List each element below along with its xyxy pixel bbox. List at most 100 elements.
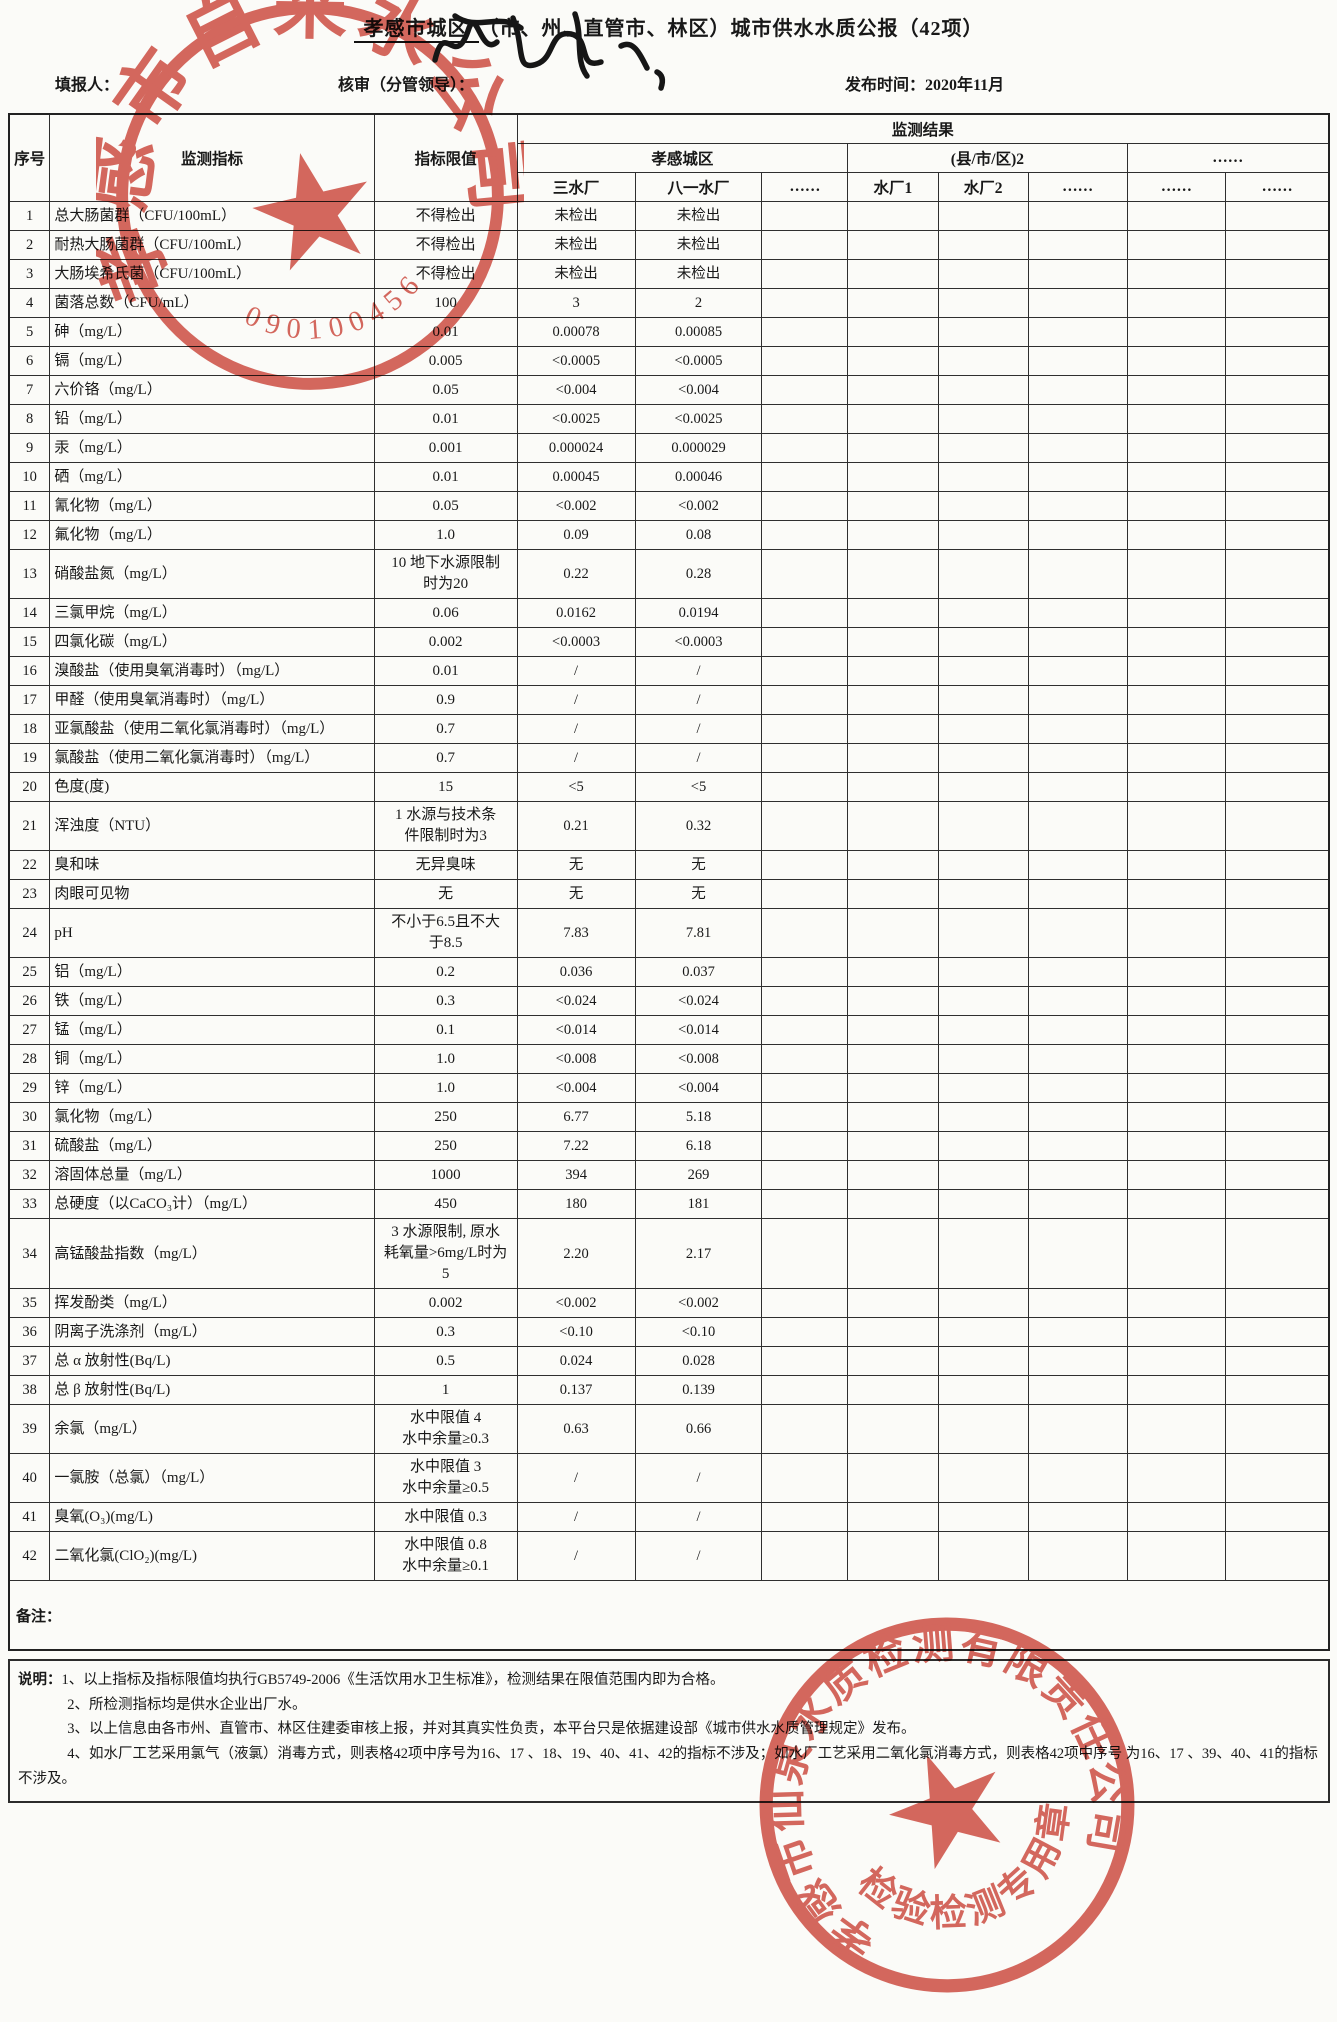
value-cell: [937, 1346, 1029, 1376]
header-cell: 指标限值: [373, 113, 518, 202]
serial-cell: 2: [8, 230, 51, 260]
value-cell: 0.037: [634, 957, 763, 987]
serial-cell: 3: [8, 259, 51, 289]
value-cell: 未检出: [516, 230, 636, 260]
value-cell: 269: [634, 1160, 763, 1190]
indicator-cell: 菌落总数（CFU/mL）: [49, 288, 375, 318]
value-cell: /: [634, 656, 763, 686]
value-cell: 0.66: [634, 1404, 763, 1454]
table-row: 22 臭和味 无异臭味无无: [8, 850, 1330, 880]
limit-cell: 0.7: [373, 714, 518, 744]
serial-cell: 26: [8, 986, 51, 1016]
value-cell: [1027, 201, 1128, 231]
table-row: 39 余氯（mg/L） 水中限值 4 水中余量≥0.3 0.63 0.66: [8, 1404, 1330, 1454]
value-cell: [937, 1404, 1029, 1454]
value-cell: [1126, 404, 1227, 434]
value-cell: [847, 1015, 939, 1045]
value-cell: 6.77: [516, 1102, 636, 1132]
value-cell: <0.004: [516, 1073, 636, 1103]
plant-header-cell: 三水厂: [516, 172, 636, 202]
value-cell: [847, 957, 939, 987]
value-cell: <0.014: [516, 1015, 636, 1045]
serial-cell: 18: [8, 714, 51, 744]
serial-cell: 27: [8, 1015, 51, 1045]
serial-cell: 1: [8, 201, 51, 231]
value-cell: [1027, 1404, 1128, 1454]
value-cell: [1027, 549, 1128, 599]
limit-cell: 无: [373, 879, 518, 909]
value-cell: 无: [516, 879, 636, 909]
value-cell: [847, 1502, 939, 1532]
value-cell: [1225, 743, 1330, 773]
serial-cell: 10: [8, 462, 51, 492]
value-cell: /: [634, 1502, 763, 1532]
value-cell: [1027, 520, 1128, 550]
indicator-cell: pH: [49, 908, 375, 958]
serial-cell: 33: [8, 1189, 51, 1219]
table-row: 31 硫酸盐（mg/L） 250 7.22 6.18: [8, 1131, 1330, 1161]
value-cell: [761, 1131, 849, 1161]
table-row: 20 色度(度) 15 <5 <5: [8, 772, 1330, 802]
limit-cell: 0.002: [373, 627, 518, 657]
serial-cell: 9: [8, 433, 51, 463]
value-cell: [847, 346, 939, 376]
limit-cell: 1 水源与技术条 件限制时为3: [373, 801, 518, 851]
value-cell: [937, 201, 1029, 231]
value-cell: <0.0025: [516, 404, 636, 434]
value-cell: [1225, 1044, 1330, 1074]
value-cell: [1027, 1189, 1128, 1219]
value-cell: 0.024: [516, 1346, 636, 1376]
value-cell: [1126, 1044, 1227, 1074]
serial-cell: 14: [8, 598, 51, 628]
value-cell: [937, 1502, 1029, 1532]
limit-cell: 3 水源限制, 原水 耗氧量>6mg/L时为 5: [373, 1218, 518, 1289]
value-cell: [847, 317, 939, 347]
value-cell: [1027, 433, 1128, 463]
value-cell: <0.0005: [634, 346, 763, 376]
filler-label: 填报人：: [55, 77, 120, 94]
serial-cell: 41: [8, 1502, 51, 1532]
value-cell: [1225, 346, 1330, 376]
indicator-cell: 一氯胺（总氯）（mg/L）: [49, 1453, 375, 1503]
indicator-cell: 耐热大肠菌群（CFU/100mL）: [49, 230, 375, 260]
value-cell: [1225, 1288, 1330, 1318]
value-cell: [937, 1044, 1029, 1074]
value-cell: [847, 801, 939, 851]
table-row: 38 总 β 放射性(Bq/L) 1 0.137 0.139: [8, 1375, 1330, 1405]
value-cell: [847, 491, 939, 521]
indicator-cell: 汞（mg/L）: [49, 433, 375, 463]
table-row: 42 二氧化氯(ClO₂)(mg/L) 水中限值 0.8 水中余量≥0.1//: [8, 1531, 1330, 1581]
table-row: 13 硝酸盐氮（mg/L） 10 地下水源限制 时为20 0.22 0.28: [8, 549, 1330, 599]
value-cell: 0.21: [516, 801, 636, 851]
table-row: 33 总硬度（以CaCO₃计）（mg/L） 450 180 181: [8, 1189, 1330, 1219]
table-row: 10 硒（mg/L） 0.01 0.00045 0.00046: [8, 462, 1330, 492]
value-cell: [1126, 1073, 1227, 1103]
value-cell: [1027, 908, 1128, 958]
value-cell: [761, 801, 849, 851]
value-cell: [937, 1131, 1029, 1161]
value-cell: 0.32: [634, 801, 763, 851]
table-row: 5 砷（mg/L） 0.01 0.00078 0.00085: [8, 317, 1330, 347]
table-row: 26 铁（mg/L） 0.3 <0.024 <0.024: [8, 986, 1330, 1016]
serial-cell: 42: [8, 1531, 51, 1581]
serial-cell: 24: [8, 908, 51, 958]
value-cell: [937, 375, 1029, 405]
value-cell: [1027, 1453, 1128, 1503]
indicator-cell: 铁（mg/L）: [49, 986, 375, 1016]
limit-cell: 250: [373, 1102, 518, 1132]
value-cell: 180: [516, 1189, 636, 1219]
value-cell: [1126, 685, 1227, 715]
value-cell: [1225, 714, 1330, 744]
indicator-cell: 肉眼可见物: [49, 879, 375, 909]
indicator-cell: 色度(度): [49, 772, 375, 802]
limit-cell: 0.2: [373, 957, 518, 987]
value-cell: [847, 1102, 939, 1132]
table-head: 序号 监测指标 指标限值 监测结果 孝感城区 (县/市/区)2…… 三水厂 八一水厂…… 水厂1…: [8, 113, 1330, 202]
value-cell: [1225, 598, 1330, 628]
value-cell: [847, 685, 939, 715]
limit-cell: 0.05: [373, 491, 518, 521]
table-row: 27 锰（mg/L） 0.1 <0.014 <0.014: [8, 1015, 1330, 1045]
value-cell: [1225, 462, 1330, 492]
indicator-cell: 铝（mg/L）: [49, 957, 375, 987]
limit-cell: 450: [373, 1189, 518, 1219]
